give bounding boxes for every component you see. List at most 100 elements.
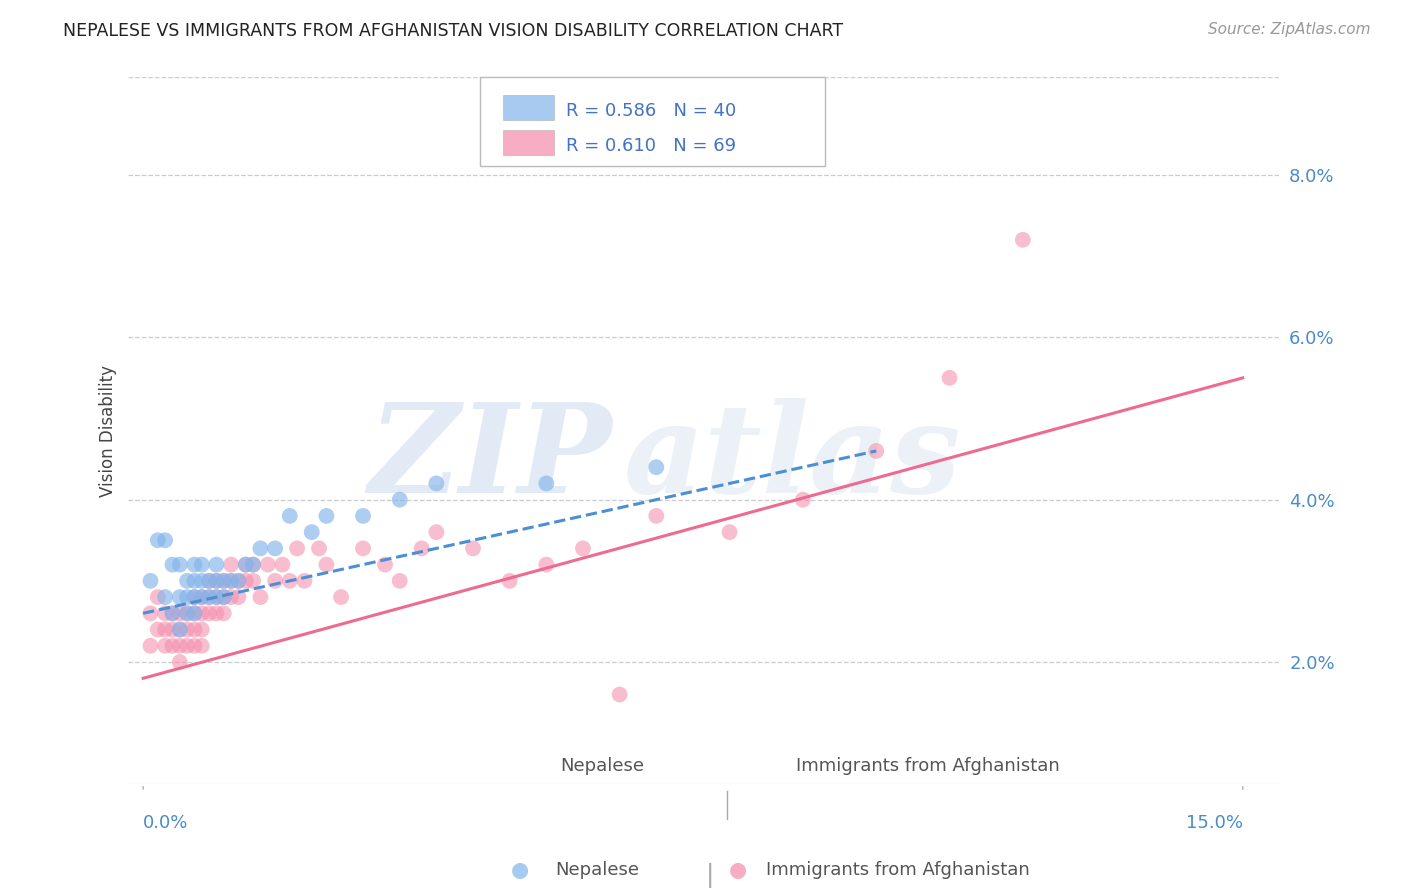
Point <box>169 607 191 621</box>
Text: ●: ● <box>730 860 747 880</box>
Text: atlas: atlas <box>623 398 962 520</box>
Point <box>198 607 221 621</box>
Point <box>219 574 242 588</box>
Point <box>242 558 264 572</box>
Point <box>228 574 250 588</box>
Point <box>792 492 814 507</box>
Point <box>315 558 337 572</box>
Point <box>169 590 191 604</box>
Point <box>285 541 308 556</box>
Point <box>198 574 221 588</box>
Point <box>205 574 228 588</box>
Point <box>228 590 250 604</box>
Point <box>498 574 520 588</box>
Point <box>228 574 250 588</box>
Point <box>191 639 214 653</box>
Point <box>139 639 162 653</box>
Point <box>536 558 558 572</box>
Point <box>169 639 191 653</box>
Point <box>162 639 184 653</box>
Point <box>938 371 960 385</box>
Point <box>212 574 235 588</box>
Point <box>219 558 242 572</box>
Point <box>162 558 184 572</box>
Point <box>536 476 558 491</box>
Point <box>219 574 242 588</box>
Point <box>264 574 287 588</box>
Text: 15.0%: 15.0% <box>1185 814 1243 832</box>
Point <box>169 655 191 669</box>
Point <box>301 525 323 540</box>
Text: Source: ZipAtlas.com: Source: ZipAtlas.com <box>1208 22 1371 37</box>
Point <box>139 574 162 588</box>
Point <box>425 476 447 491</box>
Point <box>264 541 287 556</box>
Point <box>176 639 198 653</box>
Point <box>461 541 484 556</box>
Point <box>212 590 235 604</box>
Point <box>235 558 257 572</box>
Point <box>191 558 214 572</box>
Point <box>191 574 214 588</box>
Point <box>205 558 228 572</box>
Point <box>153 639 176 653</box>
Text: NEPALESE VS IMMIGRANTS FROM AFGHANISTAN VISION DISABILITY CORRELATION CHART: NEPALESE VS IMMIGRANTS FROM AFGHANISTAN … <box>63 22 844 40</box>
Point <box>176 607 198 621</box>
Point <box>191 590 214 604</box>
Point <box>388 492 411 507</box>
Text: Nepalese: Nepalese <box>555 861 640 879</box>
Text: Immigrants from Afghanistan: Immigrants from Afghanistan <box>796 757 1060 775</box>
Point <box>153 590 176 604</box>
Point <box>198 574 221 588</box>
Point <box>205 607 228 621</box>
Point <box>212 607 235 621</box>
Point <box>183 607 205 621</box>
Point <box>865 444 887 458</box>
Point <box>352 508 374 523</box>
Text: |: | <box>706 863 714 888</box>
Text: R = 0.586   N = 40: R = 0.586 N = 40 <box>565 102 737 120</box>
Point <box>718 525 741 540</box>
Point <box>139 607 162 621</box>
Point <box>183 558 205 572</box>
Point <box>198 590 221 604</box>
Point <box>162 607 184 621</box>
Point <box>256 558 278 572</box>
Point <box>162 623 184 637</box>
Point <box>176 607 198 621</box>
Point <box>212 574 235 588</box>
FancyBboxPatch shape <box>502 95 554 120</box>
Point <box>146 590 169 604</box>
Point <box>153 607 176 621</box>
Point <box>235 558 257 572</box>
Point <box>645 508 668 523</box>
Point <box>176 574 198 588</box>
Point <box>645 460 668 475</box>
Point <box>242 558 264 572</box>
Point <box>249 590 271 604</box>
Point <box>315 508 337 523</box>
Text: ●: ● <box>512 860 529 880</box>
FancyBboxPatch shape <box>502 130 554 155</box>
Point <box>374 558 396 572</box>
Point <box>183 574 205 588</box>
Point <box>191 623 214 637</box>
Point <box>572 541 595 556</box>
Point <box>146 623 169 637</box>
Point <box>242 574 264 588</box>
Point <box>411 541 433 556</box>
Point <box>219 590 242 604</box>
Point <box>191 590 214 604</box>
Point <box>205 590 228 604</box>
Text: Immigrants from Afghanistan: Immigrants from Afghanistan <box>766 861 1031 879</box>
Point <box>388 574 411 588</box>
Point <box>294 574 316 588</box>
Point <box>169 623 191 637</box>
Point <box>330 590 353 604</box>
Text: R = 0.610   N = 69: R = 0.610 N = 69 <box>565 137 735 155</box>
Point <box>169 623 191 637</box>
Point <box>162 607 184 621</box>
Point <box>205 574 228 588</box>
Point <box>191 607 214 621</box>
Text: 0.0%: 0.0% <box>143 814 188 832</box>
